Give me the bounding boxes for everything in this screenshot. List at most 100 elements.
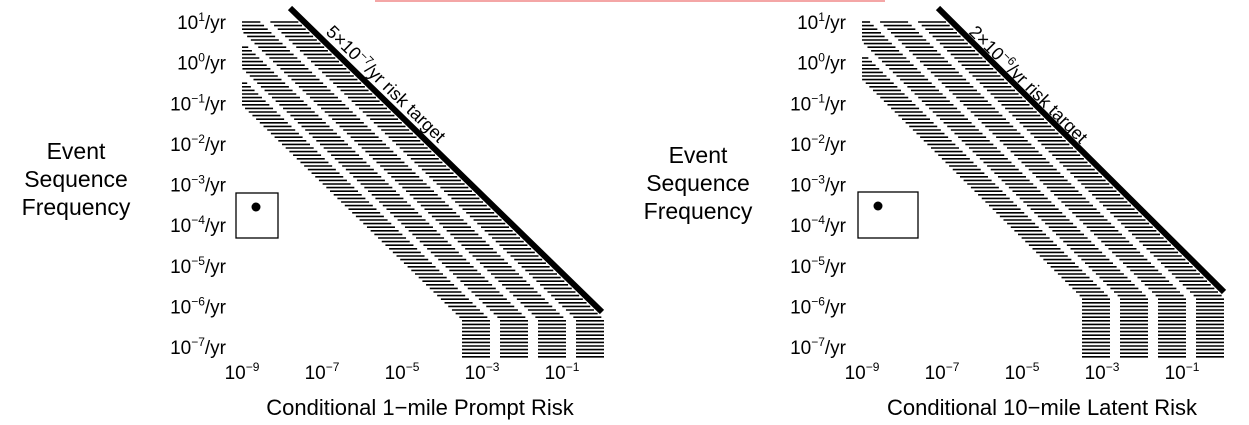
event-point bbox=[873, 201, 883, 211]
y-tick-label: 10−1/yr bbox=[170, 91, 227, 115]
y-tick-label-exp: −7 bbox=[811, 335, 825, 349]
y-tick-label-base: 10 bbox=[790, 135, 811, 156]
y-axis-label-line: Sequence bbox=[24, 166, 128, 192]
y-tick-label-exp: −5 bbox=[191, 254, 205, 268]
y-tick-label-exp: −5 bbox=[811, 254, 825, 268]
x-tick-label: 10−3 bbox=[1085, 360, 1120, 384]
y-tick-label-unit: /yr bbox=[825, 176, 847, 197]
hatched-region bbox=[862, 21, 1224, 358]
y-tick-label-unit: /yr bbox=[205, 176, 227, 197]
x-tick-label: 10−5 bbox=[1005, 360, 1040, 384]
y-tick-label-exp: −4 bbox=[811, 213, 825, 227]
y-tick-label-base: 10 bbox=[170, 257, 191, 278]
y-tick-label-unit: /yr bbox=[205, 257, 227, 278]
y-tick-label-base: 10 bbox=[177, 13, 198, 34]
x-tick-label-base: 10 bbox=[1085, 363, 1106, 384]
y-tick-label-exp: −3 bbox=[191, 173, 205, 187]
y-tick-label-exp: −1 bbox=[191, 91, 205, 105]
y-tick-label-unit: /yr bbox=[205, 13, 227, 34]
y-tick-label-unit: /yr bbox=[825, 13, 847, 34]
y-axis-label-line: Event bbox=[669, 142, 728, 168]
x-tick-label: 10−5 bbox=[385, 360, 420, 384]
y-tick-label-unit: /yr bbox=[205, 297, 227, 318]
chart-left: 5×10−7/yr risk target101/yr100/yr10−1/yr… bbox=[22, 5, 605, 420]
x-tick-label-exp: −5 bbox=[406, 360, 420, 374]
x-tick-label-base: 10 bbox=[465, 363, 486, 384]
x-tick-label-base: 10 bbox=[1165, 363, 1186, 384]
x-tick-label-base: 10 bbox=[305, 363, 326, 384]
y-tick-label-exp: 0 bbox=[818, 51, 825, 65]
y-tick-label: 10−1/yr bbox=[790, 91, 847, 115]
x-tick-label-exp: −1 bbox=[1186, 360, 1200, 374]
y-tick-label-exp: 0 bbox=[198, 51, 205, 65]
y-tick-label: 10−2/yr bbox=[790, 132, 847, 156]
y-tick-label-exp: −1 bbox=[811, 91, 825, 105]
x-tick-label-exp: −1 bbox=[566, 360, 580, 374]
x-tick-label: 10−3 bbox=[465, 360, 500, 384]
x-tick-label: 10−1 bbox=[1165, 360, 1200, 384]
y-tick-label-exp: −7 bbox=[191, 335, 205, 349]
event-point bbox=[251, 202, 261, 212]
y-tick-label-base: 10 bbox=[170, 338, 191, 359]
y-tick-label: 10−4/yr bbox=[790, 213, 847, 237]
y-tick-label-exp: −3 bbox=[811, 173, 825, 187]
x-tick-label-base: 10 bbox=[545, 363, 566, 384]
y-tick-label-base: 10 bbox=[797, 54, 818, 75]
y-tick-label: 10−3/yr bbox=[170, 173, 227, 197]
y-tick-label-base: 10 bbox=[170, 216, 191, 237]
y-tick-label-exp: −2 bbox=[191, 132, 205, 146]
y-tick-label: 10−3/yr bbox=[790, 173, 847, 197]
y-tick-label-base: 10 bbox=[177, 54, 198, 75]
y-tick-label-unit: /yr bbox=[205, 94, 227, 115]
y-tick-label-unit: /yr bbox=[825, 135, 847, 156]
y-tick-label-base: 10 bbox=[170, 94, 191, 115]
y-axis-label-line: Sequence bbox=[646, 170, 750, 196]
y-tick-label-unit: /yr bbox=[205, 216, 227, 237]
event-point-box bbox=[857, 191, 919, 239]
y-tick-label: 10−5/yr bbox=[790, 254, 847, 278]
y-tick-label-unit: /yr bbox=[825, 297, 847, 318]
hatched-region bbox=[242, 21, 604, 358]
y-tick-label-exp: 1 bbox=[818, 10, 825, 24]
y-tick-label-unit: /yr bbox=[825, 338, 847, 359]
x-tick-label: 10−7 bbox=[925, 360, 960, 384]
x-tick-label: 10−1 bbox=[545, 360, 580, 384]
x-tick-label-exp: −3 bbox=[1106, 360, 1120, 374]
x-tick-label-exp: −9 bbox=[866, 360, 880, 374]
y-tick-label-base: 10 bbox=[170, 297, 191, 318]
risk-target-line bbox=[287, 5, 605, 315]
y-axis-label-line: Frequency bbox=[644, 198, 753, 224]
x-tick-label-exp: −7 bbox=[946, 360, 960, 374]
y-tick-label: 10−7/yr bbox=[170, 335, 227, 359]
y-tick-label-base: 10 bbox=[790, 297, 811, 318]
y-tick-label-exp: −2 bbox=[811, 132, 825, 146]
y-tick-label: 100/yr bbox=[177, 51, 227, 75]
risk-target-line bbox=[935, 5, 1227, 295]
y-tick-label-unit: /yr bbox=[825, 54, 847, 75]
x-tick-label-base: 10 bbox=[845, 363, 866, 384]
x-tick-label-exp: −3 bbox=[486, 360, 500, 374]
x-tick-label: 10−9 bbox=[225, 360, 260, 384]
y-tick-label: 10−6/yr bbox=[790, 294, 847, 318]
x-axis-label: Conditional 10−mile Latent Risk bbox=[887, 395, 1198, 420]
x-tick-label: 10−9 bbox=[845, 360, 880, 384]
y-tick-label: 10−4/yr bbox=[170, 213, 227, 237]
y-axis-label-line: Frequency bbox=[22, 194, 131, 220]
y-tick-label-base: 10 bbox=[790, 216, 811, 237]
y-tick-label-base: 10 bbox=[170, 135, 191, 156]
y-tick-label-base: 10 bbox=[790, 176, 811, 197]
y-tick-label-unit: /yr bbox=[825, 216, 847, 237]
y-tick-label-exp: −6 bbox=[191, 294, 205, 308]
chart-right: 2×10−6/yr risk target101/yr100/yr10−1/yr… bbox=[644, 5, 1227, 420]
y-tick-label-base: 10 bbox=[170, 176, 191, 197]
y-tick-label: 101/yr bbox=[177, 10, 227, 34]
y-tick-label-unit: /yr bbox=[825, 257, 847, 278]
y-tick-label: 10−2/yr bbox=[170, 132, 227, 156]
x-tick-label: 10−7 bbox=[305, 360, 340, 384]
y-tick-label: 10−6/yr bbox=[170, 294, 227, 318]
x-tick-label-exp: −9 bbox=[246, 360, 260, 374]
x-tick-label-base: 10 bbox=[1005, 363, 1026, 384]
y-tick-label-exp: −6 bbox=[811, 294, 825, 308]
y-tick-label: 100/yr bbox=[797, 51, 847, 75]
